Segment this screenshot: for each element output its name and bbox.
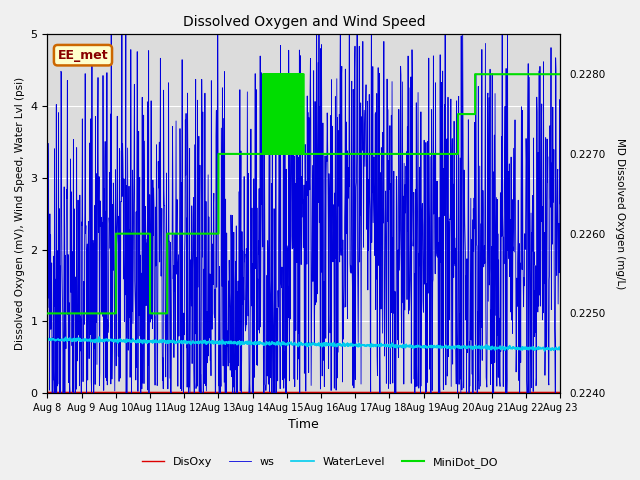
- MiniDot_DO: [44, 311, 51, 316]
- DisOxy: [383, 390, 391, 396]
- ws: [384, 107, 392, 112]
- Line: MiniDot_DO: MiniDot_DO: [47, 74, 560, 313]
- DisOxy: [157, 390, 165, 396]
- ws: [556, 178, 564, 184]
- Line: WaterLevel: WaterLevel: [47, 337, 560, 351]
- DisOxy: [145, 390, 153, 396]
- ws: [44, 236, 51, 242]
- Text: EE_met: EE_met: [58, 48, 108, 62]
- X-axis label: Time: Time: [289, 419, 319, 432]
- DisOxy: [44, 390, 51, 396]
- MiniDot_DO: [215, 151, 223, 157]
- WaterLevel: [556, 346, 564, 352]
- WaterLevel: [158, 337, 166, 343]
- ws: [48, 390, 56, 396]
- WaterLevel: [44, 335, 51, 341]
- Y-axis label: MD Dissolved Oxygen (mg/L): MD Dissolved Oxygen (mg/L): [615, 138, 625, 289]
- ws: [216, 264, 223, 269]
- Title: Dissolved Oxygen and Wind Speed: Dissolved Oxygen and Wind Speed: [182, 15, 425, 29]
- MiniDot_DO: [451, 151, 458, 157]
- WaterLevel: [383, 343, 391, 349]
- Y-axis label: Dissolved Oxygen (mV), Wind Speed, Water Lvl (psi): Dissolved Oxygen (mV), Wind Speed, Water…: [15, 77, 25, 350]
- DisOxy: [450, 390, 458, 396]
- ws: [158, 337, 166, 343]
- Legend: DisOxy, ws, WaterLevel, MiniDot_DO: DisOxy, ws, WaterLevel, MiniDot_DO: [137, 452, 503, 472]
- MiniDot_DO: [259, 72, 267, 77]
- MiniDot_DO: [556, 72, 564, 77]
- MiniDot_DO: [157, 311, 165, 316]
- WaterLevel: [145, 339, 153, 345]
- WaterLevel: [215, 341, 223, 347]
- ws: [146, 192, 154, 198]
- WaterLevel: [496, 345, 504, 351]
- DisOxy: [495, 390, 503, 396]
- ws: [496, 384, 504, 389]
- MiniDot_DO: [145, 231, 153, 237]
- MiniDot_DO: [496, 72, 504, 77]
- WaterLevel: [95, 334, 103, 340]
- ws: [451, 235, 459, 241]
- MiniDot_DO: [383, 151, 391, 157]
- WaterLevel: [541, 348, 548, 354]
- DisOxy: [556, 390, 564, 396]
- DisOxy: [215, 390, 223, 396]
- WaterLevel: [451, 345, 458, 350]
- Line: ws: ws: [47, 0, 560, 393]
